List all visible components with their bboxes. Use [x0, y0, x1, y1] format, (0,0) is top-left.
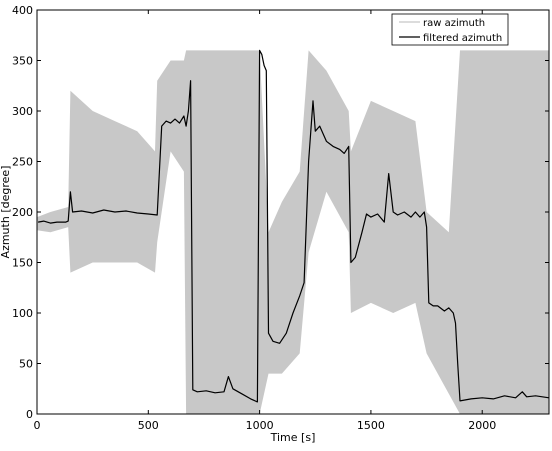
legend-label-filtered: filtered azimuth — [423, 33, 502, 44]
y-tick-label: 0 — [26, 408, 33, 421]
legend-box — [391, 13, 509, 46]
y-tick-label: 250 — [12, 156, 33, 169]
legend-label-raw: raw azimuth — [423, 18, 485, 29]
y-tick-label: 100 — [12, 307, 33, 320]
y-axis: 0 50 100 150 200 250 300 350 400 — [12, 4, 549, 421]
y-tick-label: 400 — [12, 4, 33, 17]
x-tick-label: 1500 — [357, 419, 385, 432]
raw-azimuth-band — [37, 50, 549, 415]
y-tick-label: 300 — [12, 105, 33, 118]
raw-azimuth-layer — [37, 50, 549, 415]
y-tick-label: 50 — [19, 358, 33, 371]
filtered-azimuth-line — [37, 49, 550, 403]
filtered-azimuth-layer — [37, 49, 550, 403]
x-tick-label: 500 — [138, 419, 159, 432]
y-tick-label: 150 — [12, 257, 33, 270]
legend: raw azimuth filtered azimuth — [391, 13, 509, 46]
x-axis: 0 500 1000 1500 2000 — [34, 10, 496, 432]
x-tick-label: 0 — [34, 419, 41, 432]
y-tick-label: 200 — [12, 206, 33, 219]
y-axis-label: Azmuth [degree] — [0, 166, 12, 259]
y-tick-label: 350 — [12, 55, 33, 68]
x-axis-label: Time [s] — [270, 431, 316, 444]
x-tick-label: 2000 — [468, 419, 496, 432]
x-tick-label: 1000 — [246, 419, 274, 432]
